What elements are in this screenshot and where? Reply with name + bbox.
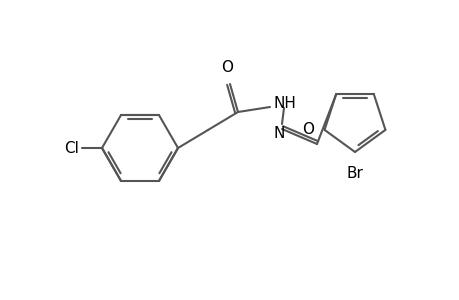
Text: O: O <box>220 60 233 75</box>
Text: Cl: Cl <box>64 140 79 155</box>
Text: NH: NH <box>274 95 296 110</box>
Text: N: N <box>274 125 285 140</box>
Text: O: O <box>302 122 314 137</box>
Text: Br: Br <box>346 166 363 181</box>
